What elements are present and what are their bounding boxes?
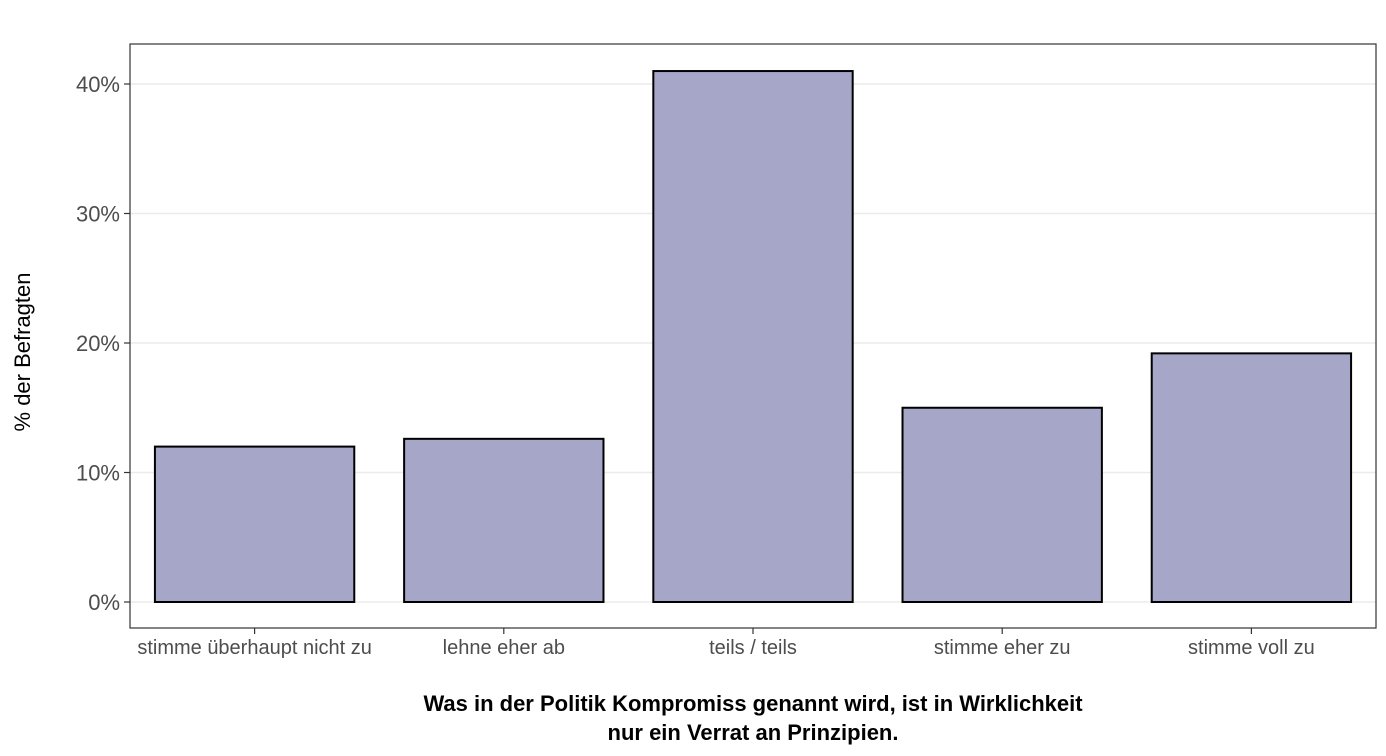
y-tick-label: 30%	[76, 202, 120, 227]
x-tick-label: lehne eher ab	[443, 637, 565, 659]
bar	[1150, 352, 1353, 603]
y-tick-label: 40%	[76, 72, 120, 97]
y-tick-label: 20%	[76, 331, 120, 356]
bar	[652, 70, 854, 604]
y-tick-label: 0%	[88, 590, 120, 615]
bar	[403, 437, 605, 603]
x-axis-ticks: stimme überhaupt nicht zu lehne eher ab te…	[137, 628, 1315, 659]
y-axis-ticks: 0% 10% 20% 30% 40%	[76, 72, 130, 615]
bars	[153, 70, 1353, 604]
x-tick-label: teils / teils	[709, 637, 797, 659]
x-tick-label: stimme überhaupt nicht zu	[137, 637, 372, 659]
bar	[901, 406, 1103, 603]
x-tick-label: stimme voll zu	[1188, 637, 1315, 659]
x-tick-label: stimme eher zu	[934, 637, 1071, 659]
bar	[153, 445, 356, 603]
x-axis-title-line-2: nur ein Verrat an Prinzipien.	[608, 720, 899, 745]
x-axis-title-line-1: Was in der Politik Kompromiss genannt wi…	[423, 691, 1083, 716]
y-axis-title: % der Befragten	[10, 273, 35, 432]
y-tick-label: 10%	[76, 461, 120, 486]
